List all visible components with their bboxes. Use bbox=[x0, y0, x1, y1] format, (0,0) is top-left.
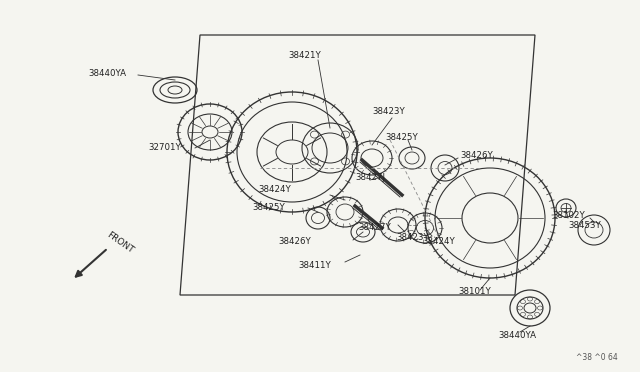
Text: 38424Y: 38424Y bbox=[422, 237, 455, 247]
Text: 38426Y: 38426Y bbox=[278, 237, 311, 247]
Text: 38102Y: 38102Y bbox=[552, 211, 585, 219]
Text: FRONT: FRONT bbox=[105, 231, 135, 256]
Text: ^38 ^0 64: ^38 ^0 64 bbox=[576, 353, 618, 362]
Text: 38425Y: 38425Y bbox=[385, 134, 418, 142]
Text: 38426Y: 38426Y bbox=[460, 151, 493, 160]
Text: 32701Y: 32701Y bbox=[148, 144, 180, 153]
Text: 38440YA: 38440YA bbox=[498, 330, 536, 340]
Text: 38424Y: 38424Y bbox=[258, 186, 291, 195]
Text: 38425Y: 38425Y bbox=[252, 203, 285, 212]
Text: 38427J: 38427J bbox=[355, 173, 385, 183]
Text: 38101Y: 38101Y bbox=[458, 288, 491, 296]
Text: 38440YA: 38440YA bbox=[88, 68, 126, 77]
Text: 38411Y: 38411Y bbox=[298, 260, 331, 269]
Text: 38427Y: 38427Y bbox=[358, 224, 391, 232]
Text: 38453Y: 38453Y bbox=[568, 221, 601, 230]
Text: 38423Y: 38423Y bbox=[372, 108, 404, 116]
Text: 38421Y: 38421Y bbox=[288, 51, 321, 60]
Text: 38423Y: 38423Y bbox=[396, 234, 429, 243]
